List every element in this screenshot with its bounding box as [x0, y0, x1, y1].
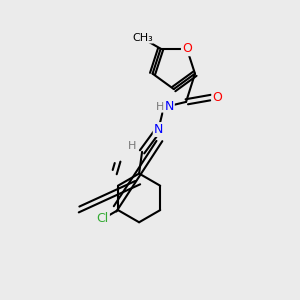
- Text: Cl: Cl: [97, 212, 109, 224]
- Text: H: H: [156, 102, 164, 112]
- Text: O: O: [212, 91, 222, 104]
- Text: H: H: [128, 141, 136, 151]
- Text: O: O: [182, 42, 192, 55]
- Text: N: N: [164, 100, 174, 113]
- Text: CH₃: CH₃: [132, 33, 153, 43]
- Text: N: N: [154, 123, 163, 136]
